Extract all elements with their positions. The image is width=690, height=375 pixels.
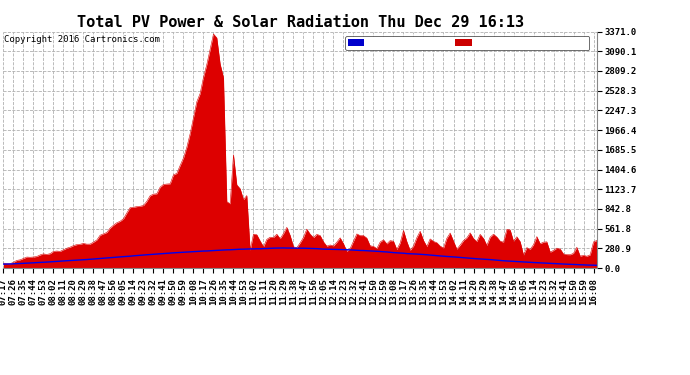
- Title: Total PV Power & Solar Radiation Thu Dec 29 16:13: Total PV Power & Solar Radiation Thu Dec…: [77, 15, 524, 30]
- Legend: Radiation (w/m2), PV Panels  (DC Watts): Radiation (w/m2), PV Panels (DC Watts): [346, 36, 589, 50]
- Text: Copyright 2016 Cartronics.com: Copyright 2016 Cartronics.com: [4, 35, 160, 44]
